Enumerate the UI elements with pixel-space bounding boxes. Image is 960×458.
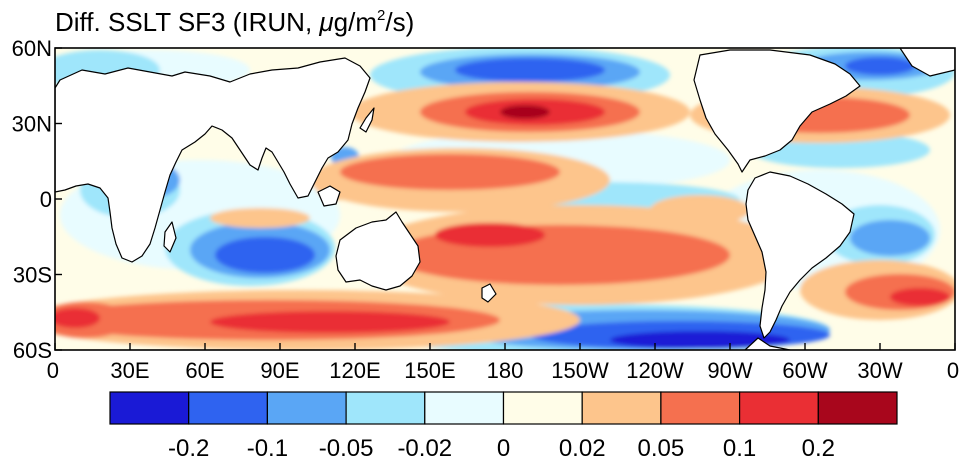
contour-region — [215, 237, 315, 273]
lon-tick-label: 60E — [185, 358, 224, 383]
colorbar-label: 0.1 — [723, 435, 756, 458]
lon-tick-label: 0 — [947, 358, 959, 383]
north-america — [693, 49, 861, 173]
africa-eurasia-landmass — [55, 57, 371, 263]
antarctica-edge — [744, 337, 791, 350]
madagascar — [163, 221, 177, 253]
colorbar-swatch — [502, 391, 583, 425]
lon-tick-label: 60W — [782, 358, 827, 383]
colorbar-label: 0.2 — [802, 435, 835, 458]
colorbar-label: -0.2 — [168, 435, 209, 458]
contour-region — [435, 223, 545, 247]
lon-tick-label: 120E — [329, 358, 380, 383]
contour-region — [850, 220, 930, 256]
contour-region — [455, 58, 605, 82]
longitude-axis: 0 30E 60E 90E 120E 150E 180 150W 120W 90W 60W 30W 0 — [47, 343, 959, 383]
lon-tick-label: 30W — [857, 358, 902, 383]
greenland — [899, 48, 955, 77]
borneo — [317, 185, 341, 207]
lon-tick-label: 150E — [404, 358, 455, 383]
colorbar-swatch — [424, 391, 505, 425]
colorbar-swatch — [266, 391, 347, 425]
new-zealand — [481, 283, 497, 303]
chart-title: Diff. SSLT SF3 (IRUN, μg/m2/s) — [55, 7, 414, 37]
colorbar-label: -0.05 — [319, 435, 374, 458]
lon-tick-label: 30E — [110, 358, 149, 383]
contour-region — [340, 154, 560, 190]
lon-tick-label: 180 — [487, 358, 524, 383]
lon-tick-label: 90E — [260, 358, 299, 383]
lon-tick-label: 150W — [551, 358, 609, 383]
colorbar-swatch — [738, 391, 819, 425]
map-panel — [55, 48, 955, 350]
contour-region — [845, 57, 915, 75]
colorbar: -0.2 -0.1 -0.05 -0.02 0 0.02 0.05 0.1 0.2 — [109, 391, 898, 458]
lat-tick-label: 0 — [40, 187, 52, 212]
lat-tick-label: 30S — [13, 263, 52, 288]
colorbar-label: 0 — [497, 435, 510, 458]
lon-tick-label: 120W — [626, 358, 684, 383]
lon-tick-label: 0 — [47, 358, 59, 383]
colorbar-swatch — [109, 391, 190, 425]
south-america — [745, 171, 855, 339]
lat-tick-label: 30N — [12, 112, 52, 137]
colorbar-label: -0.02 — [397, 435, 452, 458]
colorbar-swatch — [345, 391, 426, 425]
lat-tick-label: 60N — [12, 36, 52, 61]
colorbar-label: 0.05 — [638, 435, 685, 458]
contour-region — [210, 311, 450, 333]
contour-region — [500, 105, 550, 119]
contour-region — [55, 308, 100, 328]
contour-region — [210, 208, 310, 228]
colorbar-swatch — [581, 391, 662, 425]
colorbar-swatch — [660, 391, 741, 425]
latitude-axis: 60N 30N 0 30S 60S — [12, 36, 62, 363]
colorbar-swatch — [817, 391, 898, 425]
australia — [335, 211, 421, 291]
colorbar-label: 0.02 — [559, 435, 606, 458]
lat-tick-label: 60S — [13, 338, 52, 363]
japan — [359, 107, 375, 133]
contour-region — [890, 288, 950, 306]
contour-region — [650, 195, 750, 225]
colorbar-label: -0.1 — [247, 435, 288, 458]
lon-tick-label: 90W — [707, 358, 752, 383]
coastlines — [55, 48, 955, 350]
colorbar-swatch — [188, 391, 268, 425]
